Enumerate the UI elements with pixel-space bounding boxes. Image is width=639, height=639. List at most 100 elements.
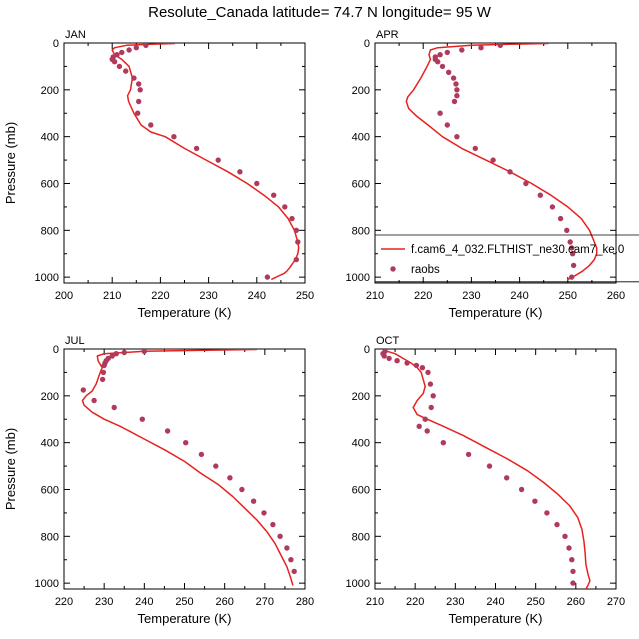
y-tick-label: 0	[364, 344, 370, 356]
raobs-point	[465, 451, 472, 458]
x-tick-label: 240	[486, 596, 504, 608]
raobs-point	[139, 416, 145, 422]
raobs-point	[91, 397, 97, 404]
raobs-point	[569, 274, 575, 280]
raobs-point	[570, 580, 576, 586]
raobs-point	[99, 376, 106, 383]
raobs-point	[113, 351, 119, 357]
raobs-point	[424, 428, 430, 434]
y-tick-label: 200	[352, 391, 370, 403]
raobs-point	[250, 498, 257, 504]
model-series-line	[81, 349, 294, 586]
y-tick-label: 400	[352, 132, 370, 144]
plot-frame	[63, 42, 306, 284]
panel-oct: 210 220 230 240 250 260 270 0 200 400 600 800 1000 OC…	[346, 335, 626, 626]
raobs-point	[282, 204, 288, 210]
raobs-point	[566, 545, 572, 551]
x-tick-label: 210	[103, 290, 121, 302]
raobs-point	[136, 81, 142, 87]
raobs-point	[430, 393, 436, 399]
raobs-point	[293, 256, 299, 263]
raobs-point	[569, 245, 575, 251]
x-tick-label: 260	[607, 290, 625, 302]
y-tick-label: 800	[41, 225, 59, 237]
raobs-point	[121, 349, 128, 356]
raobs-point	[451, 98, 458, 105]
raobs-point	[261, 510, 267, 516]
raobs-point	[164, 428, 171, 434]
raobs-point	[136, 98, 142, 105]
legend-raobs-swatch	[390, 266, 396, 272]
raobs-point	[289, 215, 295, 222]
plot-frame	[63, 348, 306, 590]
x-tick-label: 260	[567, 596, 585, 608]
raobs-point	[293, 227, 299, 233]
raobs-point	[254, 180, 260, 187]
y-axis-label: Pressure (mb)	[3, 428, 18, 510]
model-series-line	[405, 43, 598, 281]
raobs-point	[454, 93, 460, 99]
y-tick-label: 1000	[35, 272, 59, 284]
y-tick-label: 800	[352, 531, 370, 543]
raobs-point	[137, 87, 143, 93]
raobs-point	[562, 533, 568, 539]
x-tick-label: 250	[526, 596, 544, 608]
x-tick-label: 250	[175, 596, 193, 608]
y-tick-label: 600	[352, 178, 370, 190]
raobs-point	[569, 251, 576, 257]
raobs-point	[291, 568, 297, 575]
raobs-point	[277, 533, 283, 539]
x-tick-label: 230	[199, 290, 217, 302]
legend-raobs-label: raobs	[411, 264, 440, 276]
raobs-point	[440, 440, 446, 446]
raobs-point	[450, 75, 457, 81]
y-tick-label: 200	[352, 85, 370, 97]
raobs-point	[557, 215, 564, 222]
x-tick-label: 200	[55, 290, 73, 302]
x-tick-label: 230	[95, 596, 113, 608]
raobs-point	[101, 362, 107, 369]
raobs-point	[437, 52, 443, 58]
raobs-point	[237, 169, 243, 175]
raobs-point	[444, 122, 450, 128]
y-tick-label: 1000	[346, 272, 370, 284]
raobs-point	[413, 362, 420, 369]
raobs-point	[381, 353, 387, 359]
raobs-point	[284, 545, 290, 551]
y-tick-label: 200	[41, 391, 59, 403]
y-tick-label: 600	[41, 484, 59, 496]
raobs-point	[497, 43, 503, 48]
x-tick-label: 250	[559, 290, 577, 302]
x-axis-label: Temperature (K)	[138, 305, 232, 320]
raobs-point	[171, 134, 177, 140]
y-axis-label: Pressure (mb)	[3, 122, 18, 204]
y-tick-label: 800	[41, 531, 59, 543]
x-axis-label: Temperature (K)	[449, 305, 543, 320]
y-tick-label: 800	[352, 225, 370, 237]
raobs-point	[570, 568, 576, 575]
y-tick-label: 600	[41, 178, 59, 190]
raobs-point	[123, 68, 129, 74]
raobs-point	[454, 87, 460, 93]
plot-data	[380, 349, 591, 589]
y-tick-label: 0	[53, 344, 59, 356]
figure-title: Resolute_Canada latitude= 74.7 N longitu…	[148, 4, 491, 21]
raobs-point	[80, 387, 87, 393]
x-tick-label: 280	[296, 596, 314, 608]
raobs-point	[100, 369, 107, 376]
x-tick-label: 250	[296, 290, 314, 302]
raobs-point	[422, 416, 428, 422]
raobs-point	[427, 381, 434, 387]
raobs-point	[472, 145, 478, 152]
raobs-point	[416, 423, 422, 429]
raobs-point	[454, 134, 460, 140]
y-tick-label: 0	[364, 38, 370, 50]
raobs-point	[518, 486, 525, 493]
raobs-point	[215, 157, 221, 163]
raobs-point	[435, 59, 441, 65]
raobs-point	[419, 365, 426, 371]
raobs-point	[193, 145, 200, 152]
x-axis-label: Temperature (K)	[138, 611, 232, 626]
plot-data	[80, 349, 297, 586]
